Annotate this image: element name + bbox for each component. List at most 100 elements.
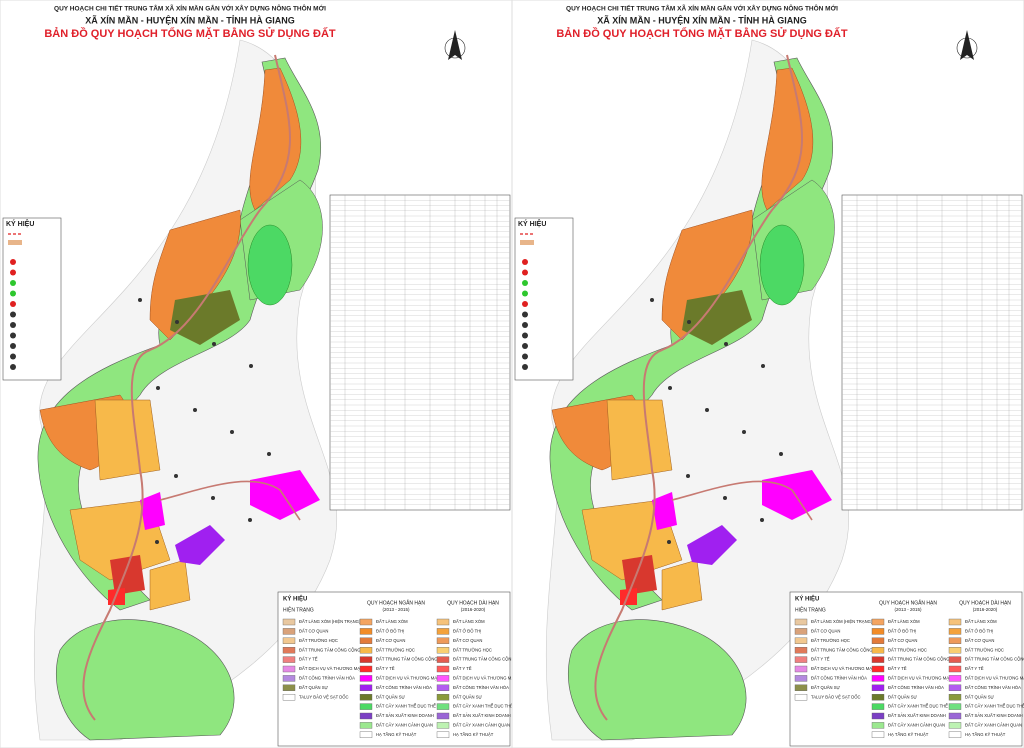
legend-subheading: (2013 - 2015)	[382, 607, 410, 612]
legend-label: HẠ TẦNG KỸ THUẬT	[376, 732, 417, 737]
legend-box	[789, 591, 1023, 747]
legend-swatch	[794, 647, 808, 654]
legend-swatch	[871, 722, 885, 729]
legend-title: KÝ HIỆU	[795, 595, 819, 603]
legend-label: ĐẤT TRUNG TÂM CÔNG CỘNG	[888, 657, 950, 662]
legend-swatch	[871, 665, 885, 673]
legend-label: ĐẤT CƠ QUAN	[299, 629, 328, 634]
header-line2: XÃ XÍN MẦN - HUYỆN XÍN MẦN - TỈNH HÀ GIA…	[597, 14, 807, 25]
legend-label: ĐẤT CƠ QUAN	[453, 638, 482, 643]
urban	[661, 559, 703, 611]
urban	[606, 399, 673, 481]
marker	[724, 342, 728, 346]
legend-swatch	[359, 618, 373, 626]
legend-swatch	[948, 628, 962, 635]
legend-swatch	[282, 675, 296, 682]
marker	[650, 298, 654, 302]
legend-heading: QUY HOẠCH DÀI HẠN	[447, 599, 499, 606]
legend-swatch	[871, 618, 885, 626]
legend-label: ĐẤT SẢN XUẤT KINH DOANH	[453, 713, 511, 718]
marker	[723, 496, 727, 500]
legend-swatch	[794, 618, 808, 626]
legend-label: ĐẤT QUÂN SỰ	[811, 685, 841, 690]
legend: KÝ HIỆU HIỆN TRẠNG ĐẤT LÀNG XÓM (HIỆN TRẠN…	[789, 591, 1024, 747]
legend-heading: QUY HOẠCH NGẮN HẠN	[367, 598, 425, 606]
marker	[705, 408, 709, 412]
side-sym	[522, 259, 528, 265]
commercial	[762, 470, 832, 520]
legend-swatch	[794, 684, 808, 691]
legend-label: ĐẤT Ở ĐÔ THỊ	[888, 629, 916, 634]
legend-label: ĐẤT CƠ QUAN	[811, 629, 840, 634]
legend-swatch	[948, 722, 962, 729]
side-sym	[522, 332, 528, 339]
legend-label: ĐẤT CƠ QUAN	[888, 638, 917, 643]
legend-label: ĐẤT LÀNG XÓM	[965, 619, 997, 624]
marker	[155, 540, 159, 544]
park	[247, 224, 293, 306]
side-sym	[10, 322, 16, 328]
legend-label: ĐẤT QUÂN SỰ	[376, 694, 406, 699]
legend-swatch	[436, 637, 450, 644]
legend-swatch	[871, 647, 885, 654]
marker	[779, 452, 783, 456]
legend-heading: HIỆN TRẠNG	[795, 605, 826, 613]
legend-label: ĐẤT QUÂN SỰ	[888, 694, 918, 699]
marker	[267, 452, 271, 456]
side-sym	[10, 311, 16, 318]
side-sym	[10, 364, 16, 370]
legend-label: ĐẤT Y TẾ	[965, 666, 984, 671]
legend-label: ĐẤT DỊCH VỤ VÀ THƯƠNG MẠI	[376, 676, 438, 681]
marker	[668, 386, 672, 390]
legend-swatch	[359, 675, 373, 682]
header-line1: QUY HOẠCH CHI TIẾT TRUNG TÂM XÃ XÍN MẦN …	[54, 3, 326, 13]
legend-label: ĐẤT LÀNG XÓM	[453, 619, 485, 624]
legend-label: ĐẤT SẢN XUẤT KINH DOANH	[888, 713, 946, 718]
legend-swatch	[794, 665, 808, 673]
side-sym	[522, 290, 528, 297]
green-loop	[567, 619, 747, 741]
legend-swatch	[794, 628, 808, 635]
park	[759, 224, 805, 306]
military	[682, 290, 752, 345]
legend-swatch	[871, 628, 885, 635]
legend-swatch	[282, 684, 296, 691]
side-sym	[8, 240, 22, 245]
legend-label: ĐẤT TRUNG TÂM CÔNG CỘNG	[965, 657, 1024, 662]
legend-label: ĐẤT LÀNG XÓM	[888, 619, 920, 624]
marker	[248, 518, 252, 522]
legend-label: ĐẤT LÀNG XÓM (HIỆN TRẠNG)	[811, 619, 873, 624]
north-ring	[956, 37, 978, 59]
legend-label: ĐẤT CÔNG TRÌNH VĂN HÓA	[811, 676, 867, 681]
legend-label: ĐẤT QUÂN SỰ	[965, 694, 995, 699]
legend-swatch	[871, 712, 885, 720]
side-sym	[522, 343, 528, 349]
legend-label: ĐẤT CÂY XANH THỂ DỤC THỂ THAO	[453, 704, 526, 709]
legend-heading: QUY HOẠCH DÀI HẠN	[959, 599, 1011, 606]
side-legend-title: KÝ HIỆU	[6, 219, 34, 228]
legend-label: ĐẤT CÂY XANH CẢNH QUAN	[376, 723, 433, 728]
legend-label: ĐẤT CÔNG TRÌNH VĂN HÓA	[376, 685, 432, 690]
legend-swatch	[436, 703, 450, 710]
legend-swatch	[436, 618, 450, 626]
legend-swatch	[948, 694, 962, 701]
legend-swatch	[871, 703, 885, 710]
legend-swatch	[436, 647, 450, 654]
legend-swatch	[282, 665, 296, 673]
legend-swatch	[282, 637, 296, 644]
legend-swatch	[871, 656, 885, 663]
legend-label: ĐẤT TRUNG TÂM CÔNG CỘNG	[811, 647, 873, 652]
legend-swatch	[436, 656, 450, 663]
legend-swatch	[359, 712, 373, 720]
legend-label: ĐẤT TRƯỜNG HỌC	[965, 647, 1004, 652]
side-sym	[522, 280, 528, 286]
legend-swatch	[359, 684, 373, 691]
legend-swatch	[436, 722, 450, 729]
legend-label: ĐẤT Y TẾ	[376, 666, 395, 671]
side-sym	[520, 240, 534, 245]
legend-label: ĐẤT DỊCH VỤ VÀ THƯƠNG MẠI	[811, 666, 873, 671]
legend-swatch	[359, 731, 373, 738]
side-sym	[10, 343, 16, 349]
legend-label: ĐẤT CƠ QUAN	[965, 638, 994, 643]
north-ring	[444, 37, 466, 59]
